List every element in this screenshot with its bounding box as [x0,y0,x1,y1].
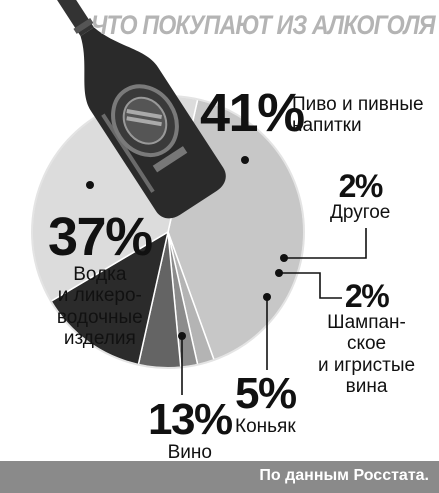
beer-name-line1: Пиво и пивные [292,94,424,115]
beer-marker [241,156,249,164]
label-other: 2% Другое [330,170,390,223]
champagne-name-line3: и игристые [318,354,416,376]
wine-name: Вино [167,442,212,463]
vodka-percent: 37% [48,207,153,267]
label-champagne: 2% Шампан- ское и игристые вина [318,280,415,397]
vodka-name-line3: водочные [56,306,143,328]
champagne-name-line4: вина [345,375,388,397]
champagne-name-line2: ское [346,333,387,355]
champagne-percent: 2% [344,278,390,314]
leader-lines [86,156,367,395]
vodka-name-line4: изделия [63,327,136,349]
chart-title: ЧТО ПОКУПАЮТ ИЗ АЛКОГОЛЯ [91,10,436,40]
label-cognac: 5% Коньяк [235,369,297,438]
beer-name-line2: напитки [292,115,362,137]
other-name: Другое [330,202,391,223]
beer-percent: 41% [200,83,305,143]
cognac-percent: 5% [235,369,297,418]
champ-leader [279,272,342,299]
label-wine: 13% Вино [148,395,233,464]
other-leader [284,228,367,259]
vodka-marker [86,181,94,189]
cognac-name: Коньяк [235,416,296,437]
label-beer-name: Пиво и пивные напитки [292,94,424,137]
label-beer: 41% [200,83,305,143]
beer-bottle-illustration [53,0,226,219]
label-vodka: 37% Водка и ликеро- водочные изделия [48,207,153,349]
wine-percent: 13% [148,395,233,444]
other-percent: 2% [338,168,384,204]
vodka-name-line2: и ликеро- [57,285,142,307]
source-footer: По данным Росстата. [0,461,439,493]
vodka-name-line1: Водка [73,264,127,285]
champagne-name-line1: Шампан- [327,312,406,333]
source-note: По данным Росстата. [259,467,429,484]
